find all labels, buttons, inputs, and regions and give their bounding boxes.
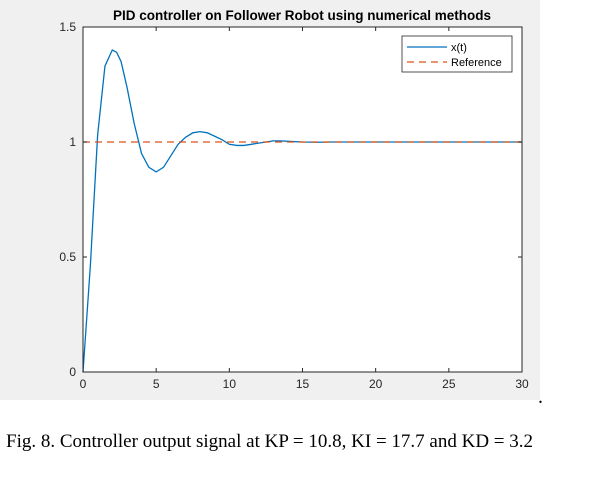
x-tick-label: 10 [223, 377, 237, 391]
x-tick-label: 30 [515, 377, 529, 391]
figure-area: PID controller on Follower Robot using n… [0, 0, 540, 400]
plot-background [83, 27, 522, 372]
series-layer [82, 49, 522, 373]
x-tick-label: 25 [442, 377, 456, 391]
y-tick-label: 0 [69, 365, 76, 379]
axes-layer: 0 5 10 15 20 25 30 0 0.5 1 1.5 [59, 20, 529, 391]
y-tick-label: 1.5 [59, 20, 76, 34]
y-tick-label: 0.5 [59, 250, 76, 264]
legend-box [401, 35, 513, 73]
chart-title: PID controller on Follower Robot using n… [113, 8, 491, 23]
x-tick-label: 20 [369, 377, 383, 391]
figure-caption: Fig. 8. Controller output signal at KP =… [6, 431, 533, 452]
x-tick-label: 15 [296, 377, 310, 391]
legend-label-reference: Reference [451, 57, 502, 69]
legend-label-xt: x(t) [451, 42, 467, 54]
y-tick-label: 1 [69, 135, 76, 149]
legend: x(t) Reference [401, 35, 513, 73]
x-tick-label: 0 [80, 377, 87, 391]
x-tick-label: 5 [153, 377, 160, 391]
chart: PID controller on Follower Robot using n… [59, 8, 529, 391]
trailing-mark: . [538, 386, 543, 408]
